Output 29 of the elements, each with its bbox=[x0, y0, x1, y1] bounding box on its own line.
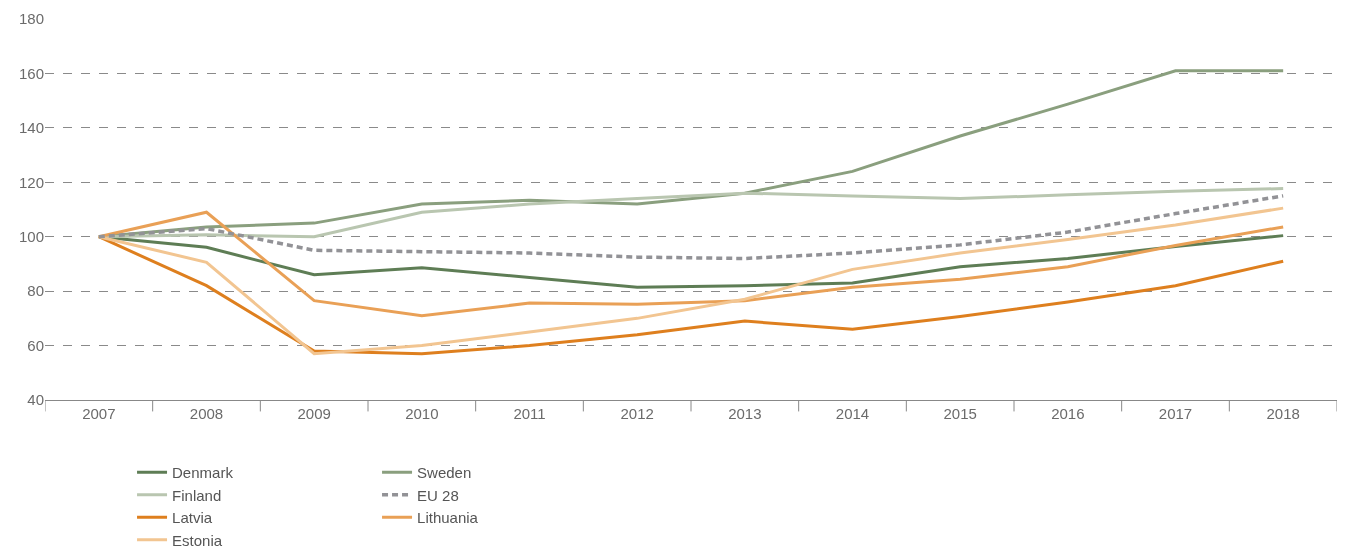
legend-label: Latvia bbox=[172, 509, 213, 527]
legend-label: Denmark bbox=[172, 464, 234, 482]
y-tick-label: 100 bbox=[18, 227, 44, 245]
x-tick-label: 2008 bbox=[189, 405, 224, 422]
line-series bbox=[97, 206, 1285, 356]
x-tick-label: 2018 bbox=[1266, 405, 1300, 422]
x-tick-label: 2013 bbox=[728, 405, 762, 422]
x-tick-label: 2009 bbox=[297, 405, 331, 422]
y-tick-label: 120 bbox=[18, 173, 44, 191]
x-tick-label: 2012 bbox=[620, 405, 654, 422]
x-tick-label: 2011 bbox=[513, 405, 546, 422]
x-tick-label: 2014 bbox=[835, 405, 870, 422]
y-tick-label: 40 bbox=[27, 391, 44, 409]
x-tick-label: 2016 bbox=[1051, 405, 1085, 422]
x-tick-label: 2007 bbox=[82, 405, 116, 422]
y-tick-label: 60 bbox=[27, 336, 44, 354]
y-tick-label: 140 bbox=[18, 119, 44, 137]
y-tick-label: 180 bbox=[18, 10, 44, 28]
x-tick-label: 2010 bbox=[405, 405, 439, 422]
y-tick-label: 80 bbox=[27, 282, 44, 300]
line-series bbox=[97, 235, 1285, 356]
legend-label: Lithuania bbox=[417, 509, 479, 527]
legend-label: Sweden bbox=[417, 464, 472, 482]
x-tick-label: 2017 bbox=[1158, 405, 1193, 422]
legend-label: Finland bbox=[172, 486, 222, 504]
y-tick-label: 160 bbox=[18, 64, 44, 82]
legend-label: Estonia bbox=[172, 531, 223, 549]
legend-label: EU 28 bbox=[417, 486, 459, 504]
x-tick-label: 2015 bbox=[943, 405, 977, 422]
